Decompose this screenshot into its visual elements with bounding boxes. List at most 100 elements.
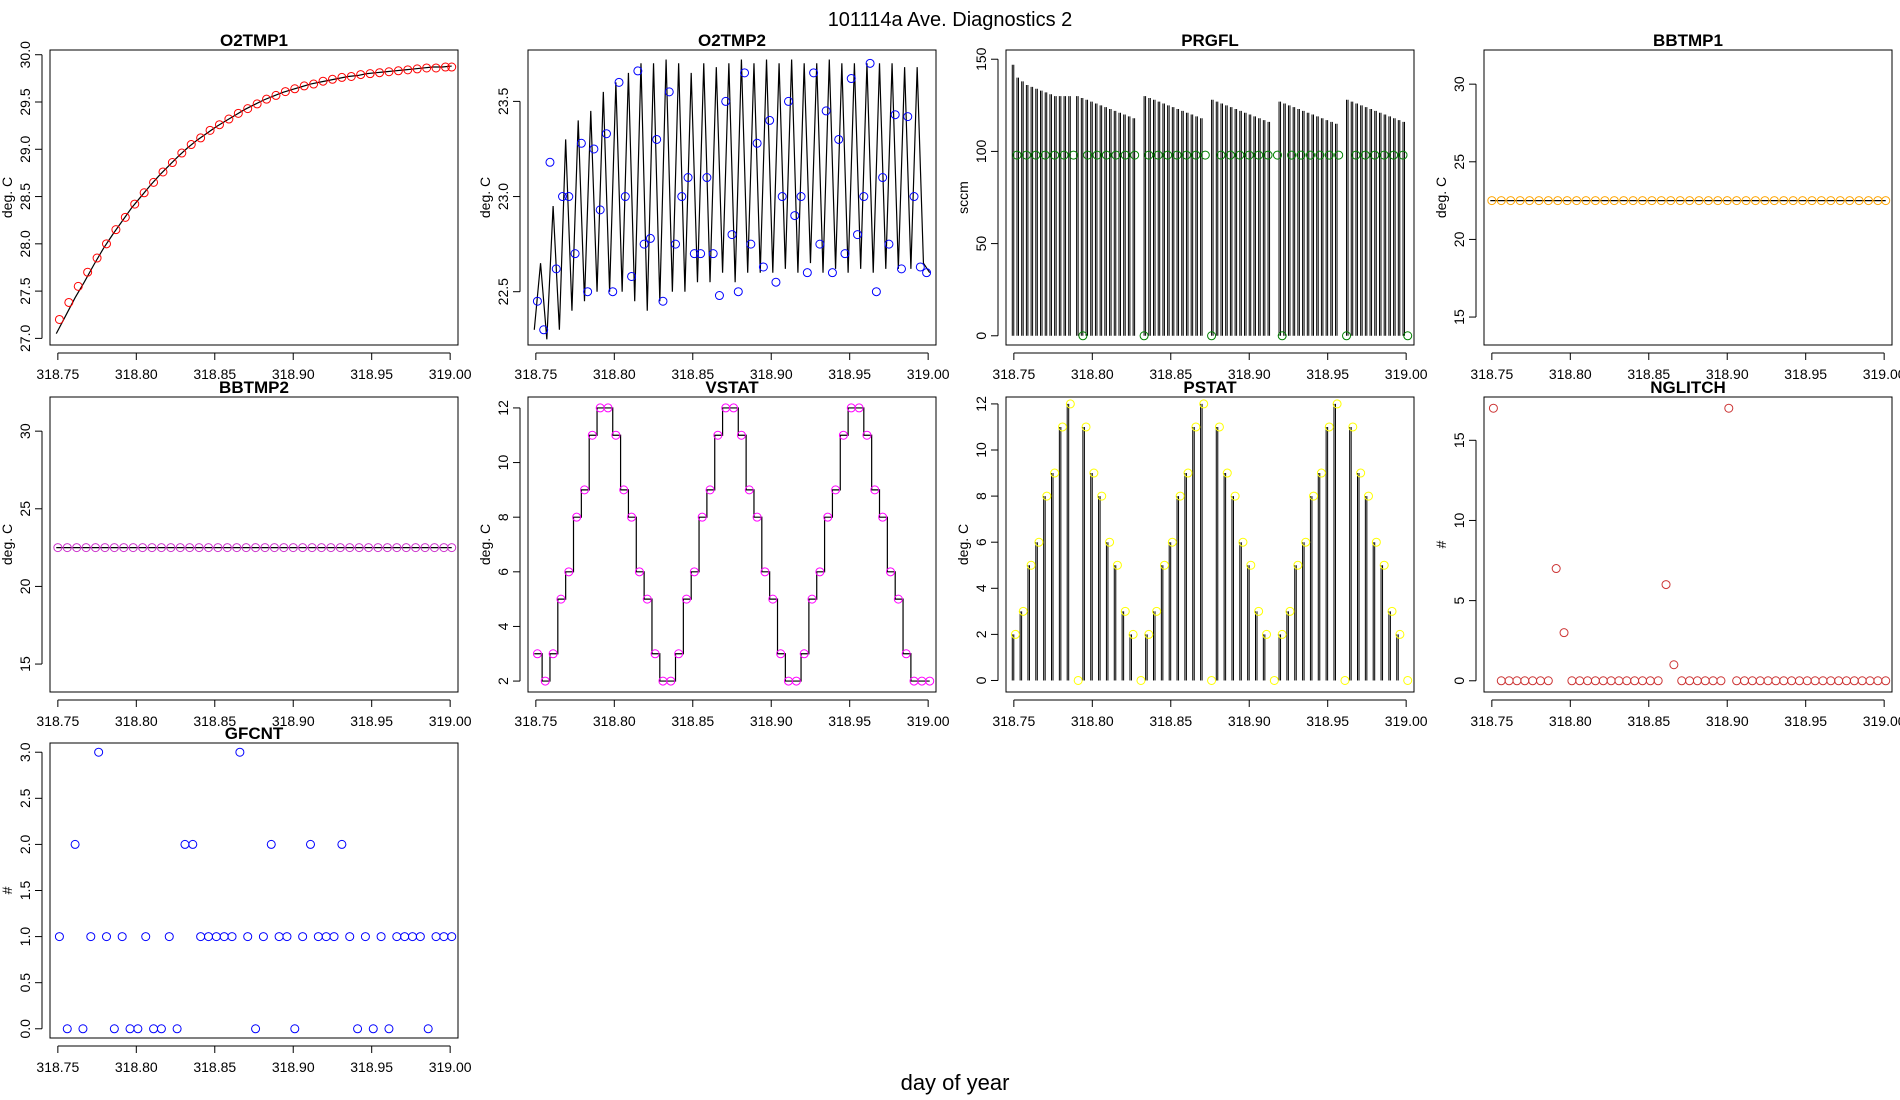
- data-point: [1191, 150, 1201, 160]
- data-point: [166, 543, 176, 553]
- data-point: [1128, 629, 1138, 639]
- data-point: [360, 932, 370, 942]
- data-point: [222, 543, 232, 553]
- panel-title: O2TMP2: [698, 31, 766, 50]
- x-tick-label: 318.75: [36, 713, 79, 729]
- data-point: [109, 543, 119, 553]
- y-tick-label: 25: [17, 501, 33, 517]
- data-point: [1598, 676, 1608, 686]
- data-point: [224, 114, 234, 124]
- y-tick-label: 30.0: [17, 41, 33, 68]
- data-point: [1021, 150, 1031, 160]
- data-point: [70, 839, 80, 849]
- plot-frame: [527, 49, 937, 346]
- data-point: [1225, 150, 1235, 160]
- data-point: [1520, 676, 1530, 686]
- data-point: [1747, 676, 1757, 686]
- data-point: [1694, 196, 1704, 206]
- y-axis-label: #: [0, 886, 15, 894]
- data-point: [815, 567, 825, 577]
- data-point: [1403, 331, 1413, 341]
- data-point: [274, 932, 284, 942]
- data-point: [141, 932, 151, 942]
- data-point: [1826, 676, 1836, 686]
- data-point: [203, 543, 213, 553]
- y-tick-label: 1.0: [17, 927, 33, 947]
- data-point: [62, 1024, 72, 1034]
- data-point: [439, 932, 449, 942]
- x-tick-label: 318.95: [350, 366, 393, 382]
- data-point: [777, 192, 787, 202]
- data-point: [203, 932, 213, 942]
- data-point: [1244, 150, 1254, 160]
- data-point: [335, 543, 345, 553]
- panels-group: O2TMP1 deg. C 318.75 318.80 318.85 318.90 318.…: [0, 31, 1900, 1075]
- data-point: [831, 485, 841, 495]
- data-point: [1849, 676, 1859, 686]
- data-point: [1395, 629, 1405, 639]
- data-point: [1263, 150, 1273, 160]
- data-point: [1559, 628, 1569, 638]
- data-point: [429, 543, 439, 553]
- data-point: [1031, 150, 1041, 160]
- y-axis-label: #: [1433, 540, 1449, 548]
- y-tick-label: 10: [973, 442, 989, 458]
- data-point: [1750, 196, 1760, 206]
- data-point: [1230, 491, 1240, 501]
- data-point: [1214, 422, 1224, 432]
- data-point: [1834, 676, 1844, 686]
- data-point: [1191, 422, 1201, 432]
- series-line: [533, 59, 931, 340]
- y-tick-label: 15: [17, 656, 33, 672]
- data-point: [532, 296, 542, 306]
- data-point: [1081, 422, 1091, 432]
- data-point: [1692, 676, 1702, 686]
- data-point: [854, 403, 864, 413]
- data-point: [403, 65, 413, 75]
- data-point: [645, 233, 655, 243]
- data-point: [1089, 468, 1099, 478]
- data-point: [1769, 196, 1779, 206]
- data-point: [1012, 150, 1022, 160]
- x-tick-label: 318.95: [1306, 366, 1349, 382]
- plot-frame: [49, 49, 459, 346]
- data-point: [1050, 468, 1060, 478]
- data-point: [1788, 196, 1798, 206]
- data-point: [337, 839, 347, 849]
- data-point: [62, 543, 72, 553]
- data-point: [1534, 196, 1544, 206]
- data-point: [329, 932, 339, 942]
- y-tick-label: 50: [973, 236, 989, 252]
- x-tick-label: 318.85: [193, 713, 236, 729]
- data-point: [251, 1024, 261, 1034]
- data-point: [799, 649, 809, 659]
- data-point: [94, 747, 104, 757]
- data-point: [1677, 676, 1687, 686]
- data-point: [440, 62, 450, 72]
- data-point: [671, 239, 681, 249]
- data-point: [262, 94, 272, 104]
- data-point: [909, 192, 919, 202]
- data-point: [279, 543, 289, 553]
- x-tick-label: 318.75: [1470, 713, 1513, 729]
- y-tick-label: 30: [1451, 76, 1467, 92]
- data-point: [83, 267, 93, 277]
- data-point: [1779, 676, 1789, 686]
- data-point: [1873, 676, 1883, 686]
- data-point: [1506, 196, 1516, 206]
- data-point: [885, 567, 895, 577]
- y-tick-label: 30: [17, 423, 33, 439]
- data-point: [186, 140, 196, 150]
- y-axis-label: deg. C: [1433, 177, 1449, 218]
- y-tick-label: 25: [1451, 154, 1467, 170]
- x-tick-label: 318.80: [1549, 366, 1592, 382]
- data-point: [384, 67, 394, 77]
- data-point: [1305, 150, 1315, 160]
- data-point: [120, 212, 130, 222]
- data-point: [681, 594, 691, 604]
- data-point: [823, 512, 833, 522]
- x-tick-label: 318.75: [514, 713, 557, 729]
- data-point: [1181, 150, 1191, 160]
- data-point: [305, 839, 315, 849]
- data-point: [650, 649, 660, 659]
